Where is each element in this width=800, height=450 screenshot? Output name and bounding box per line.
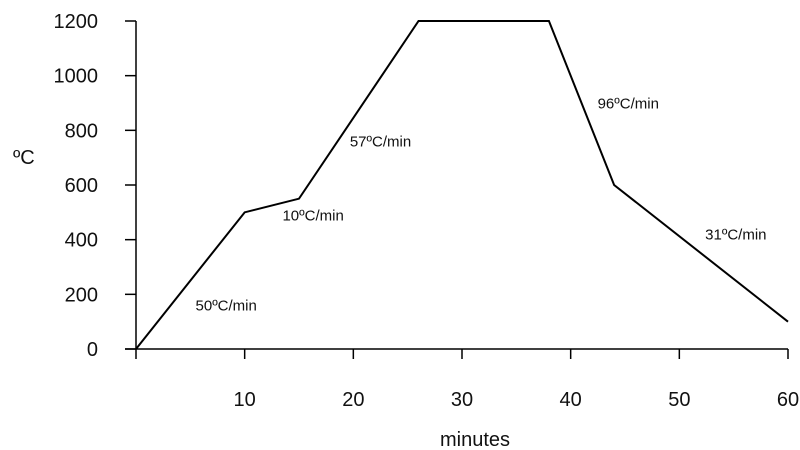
x-tick-label: 30 [451,389,473,411]
rate-annotation: 31ºC/min [705,227,766,244]
x-tick-label: 50 [668,389,690,411]
x-axis-title: minutes [440,429,510,450]
rate-annotation: 50ºC/min [196,298,257,315]
y-tick-label: 200 [65,284,98,306]
x-tick-label: 40 [560,389,582,411]
y-tick-label: 1200 [54,11,99,33]
y-ticks: 0 200 400 600 800 1000 1200 [54,11,136,361]
x-tick-label: 60 [777,389,799,411]
y-tick-label: 0 [87,339,98,361]
rate-annotation: 10ºC/min [282,208,343,225]
annotation-layer: 50ºC/min 10ºC/min 57ºC/min 96ºC/min 31ºC/min [196,95,767,314]
rate-annotation: 96ºC/min [598,95,659,112]
y-tick-label: 600 [65,175,98,197]
series-layer [135,20,789,350]
y-tick-label: 1000 [54,66,99,88]
rate-annotation: 57ºC/min [350,134,411,151]
y-axis-title: ºC [13,147,35,169]
y-tick-label: 400 [65,230,98,252]
x-ticks: 10 20 30 40 50 60 [135,349,799,411]
x-tick-label: 10 [234,389,256,411]
y-tick-label: 800 [65,120,98,142]
x-tick-label: 20 [342,389,364,411]
